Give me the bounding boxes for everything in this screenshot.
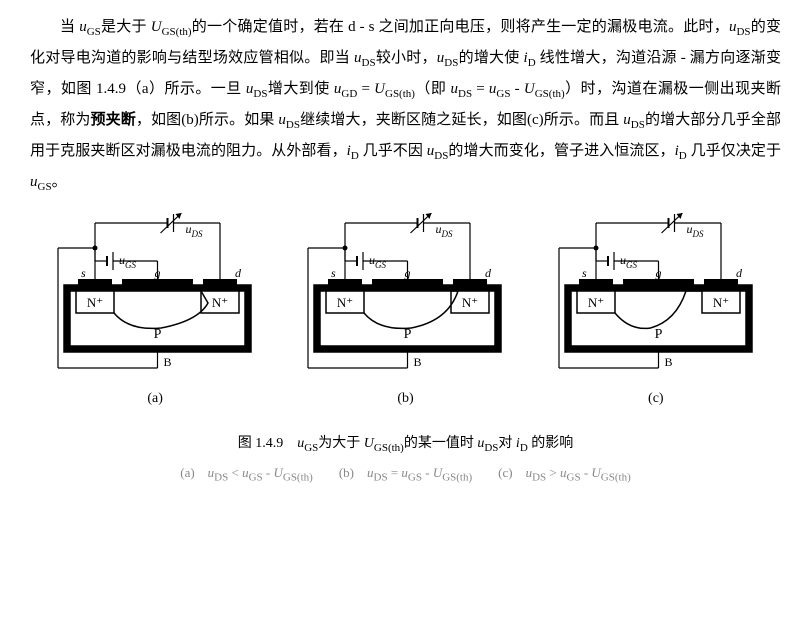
svg-text:uDS: uDS xyxy=(436,222,453,239)
diagram-b: N⁺N⁺PsgdBuGSuDS (b) xyxy=(290,213,520,407)
svg-text:B: B xyxy=(414,355,422,369)
svg-text:d: d xyxy=(235,266,242,280)
svg-text:uGS: uGS xyxy=(119,253,136,270)
figure-subcaption: (a) uDS < uGS - UGS(th) (b) uDS = uGS - … xyxy=(30,462,781,484)
svg-text:B: B xyxy=(164,355,172,369)
svg-text:uGS: uGS xyxy=(620,253,637,270)
diagram-label-a: (a) xyxy=(147,391,163,407)
diagram-c: N⁺N⁺PsgdBuGSuDS (c) xyxy=(541,213,771,407)
svg-text:uDS: uDS xyxy=(686,222,703,239)
svg-text:P: P xyxy=(154,327,162,342)
svg-text:uGS: uGS xyxy=(369,253,386,270)
svg-text:B: B xyxy=(664,355,672,369)
figure-caption: 图 1.4.9 uGS为大于 UGS(th)的某一值时 uDS对 iD 的影响 xyxy=(30,432,781,454)
body-paragraph: 当 uGS是大于 UGS(th)的一个确定值时，若在 d - s 之间加正向电压… xyxy=(30,12,781,198)
diagram-label-b: (b) xyxy=(397,391,413,407)
svg-text:s: s xyxy=(582,266,587,280)
svg-text:N⁺: N⁺ xyxy=(212,295,228,310)
svg-text:N⁺: N⁺ xyxy=(588,295,604,310)
mosfet-svg-c: N⁺N⁺PsgdBuGSuDS xyxy=(541,213,771,383)
svg-text:d: d xyxy=(736,266,743,280)
svg-text:s: s xyxy=(81,266,86,280)
svg-text:N⁺: N⁺ xyxy=(462,295,478,310)
diagram-label-c: (c) xyxy=(648,391,664,407)
diagram-a: N⁺N⁺PsgdBuGSuDS (a) xyxy=(40,213,270,407)
svg-text:N⁺: N⁺ xyxy=(713,295,729,310)
svg-text:uDS: uDS xyxy=(186,222,203,239)
svg-text:N⁺: N⁺ xyxy=(337,295,353,310)
svg-text:P: P xyxy=(654,327,662,342)
mosfet-svg-b: N⁺N⁺PsgdBuGSuDS xyxy=(290,213,520,383)
svg-text:s: s xyxy=(331,266,336,280)
svg-text:P: P xyxy=(404,327,412,342)
mosfet-svg-a: N⁺N⁺PsgdBuGSuDS xyxy=(40,213,270,383)
svg-text:N⁺: N⁺ xyxy=(87,295,103,310)
diagram-row: N⁺N⁺PsgdBuGSuDS (a) N⁺N⁺PsgdBuGSuDS (b) … xyxy=(30,213,781,407)
svg-text:d: d xyxy=(485,266,492,280)
